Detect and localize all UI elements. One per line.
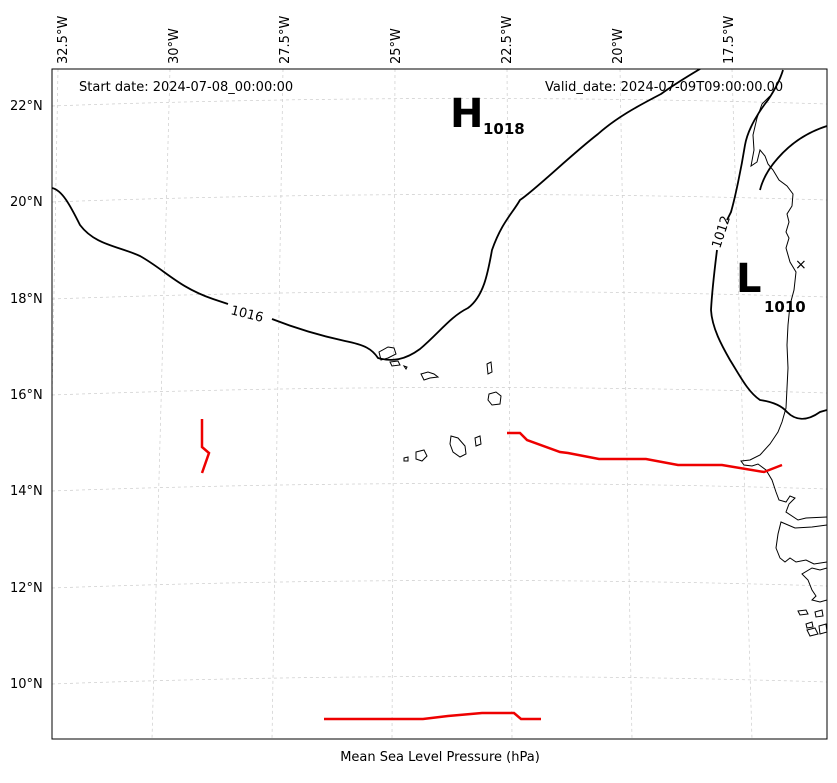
low-pressure-value: 1010 — [764, 298, 806, 316]
cape-verde-santa-luzia — [402, 365, 408, 370]
cape-verde-fogo — [415, 449, 428, 462]
valid-date-text: Valid_date: 2024-07-09T09:00:00.00 — [545, 80, 783, 95]
isobar-1012-east — [759, 125, 827, 191]
contour-label-1012: 1012 — [710, 214, 734, 250]
lon-label-32-5w: 32.5°W — [56, 16, 71, 64]
low-center-x-marker: × — [795, 257, 807, 273]
bijagos-island-2 — [814, 609, 824, 618]
cape-verde-brava — [403, 456, 409, 462]
guinea-bissau-coast — [801, 567, 827, 603]
meridian-27-5w — [271, 69, 284, 739]
lat-label-14n: 14°N — [10, 484, 43, 499]
meridian-30w — [151, 69, 171, 739]
start-date-text: Start date: 2024-07-08_00:00:00 — [79, 80, 293, 95]
low-pressure-symbol: L — [736, 256, 762, 302]
cape-verde-maio — [474, 435, 482, 447]
meridian-25w — [391, 69, 396, 739]
map-caption: Mean Sea Level Pressure (hPa) — [340, 750, 540, 765]
lon-label-27-5w: 27.5°W — [278, 16, 293, 64]
isobar-1012 — [710, 69, 827, 420]
bijagos-island-5 — [818, 623, 827, 635]
cape-verde-santo-antao — [378, 346, 397, 361]
lat-label-10n: 10°N — [10, 677, 43, 692]
coastlines — [378, 95, 827, 637]
lon-label-25w: 25°W — [389, 28, 404, 64]
fronts — [200, 419, 783, 721]
high-pressure-symbol: H — [450, 91, 483, 137]
bijagos-island-4 — [806, 627, 819, 637]
parallel-18n — [52, 291, 827, 300]
lon-label-20w: 20°W — [611, 28, 626, 64]
front-west — [200, 419, 211, 474]
latitude-labels: 22°N 20°N 18°N 16°N 14°N 12°N 10°N — [10, 99, 43, 692]
front-central — [507, 431, 783, 474]
parallel-16n — [52, 387, 827, 396]
bijagos-island-3 — [805, 621, 814, 629]
parallel-10n — [52, 676, 827, 685]
bijagos-island-1 — [797, 609, 809, 616]
parallel-12n — [52, 580, 827, 589]
isobars — [52, 69, 827, 420]
front-south — [324, 711, 541, 721]
parallel-20n — [52, 194, 827, 203]
meridian-17-5w — [731, 69, 753, 739]
cape-verde-sao-nicolau — [420, 371, 440, 381]
contour-label-1016: 1016 — [229, 303, 265, 326]
cape-verde-santiago — [449, 435, 467, 458]
lat-label-18n: 18°N — [10, 292, 43, 307]
lon-label-17-5w: 17.5°W — [722, 16, 737, 64]
longitude-labels: 32.5°W 30°W 27.5°W 25°W 22.5°W 20°W 17.5… — [56, 16, 737, 64]
isobar-1016 — [52, 69, 702, 361]
lat-label-16n: 16°N — [10, 388, 43, 403]
meridian-20w — [619, 69, 633, 739]
meridian-22-5w — [506, 69, 513, 739]
lat-label-22n: 22°N — [10, 99, 43, 114]
cape-verde-sal — [486, 361, 493, 375]
lon-label-22-5w: 22.5°W — [500, 16, 515, 64]
west-africa-coast — [740, 95, 827, 521]
senegal-coast-lower — [775, 521, 827, 565]
cape-verde-sao-vicente — [389, 360, 401, 367]
graticule — [52, 69, 827, 739]
lat-label-12n: 12°N — [10, 581, 43, 596]
high-pressure-value: 1018 — [483, 120, 525, 138]
map-area: 1016 1012 × H 1018 L 1010 Start date: 20… — [52, 69, 827, 739]
lon-label-30w: 30°W — [167, 28, 182, 64]
map-frame — [51, 68, 828, 740]
lat-label-20n: 20°N — [10, 195, 43, 210]
parallel-22n — [52, 98, 827, 107]
parallel-14n — [52, 483, 827, 492]
cape-verde-boa-vista — [487, 391, 502, 406]
